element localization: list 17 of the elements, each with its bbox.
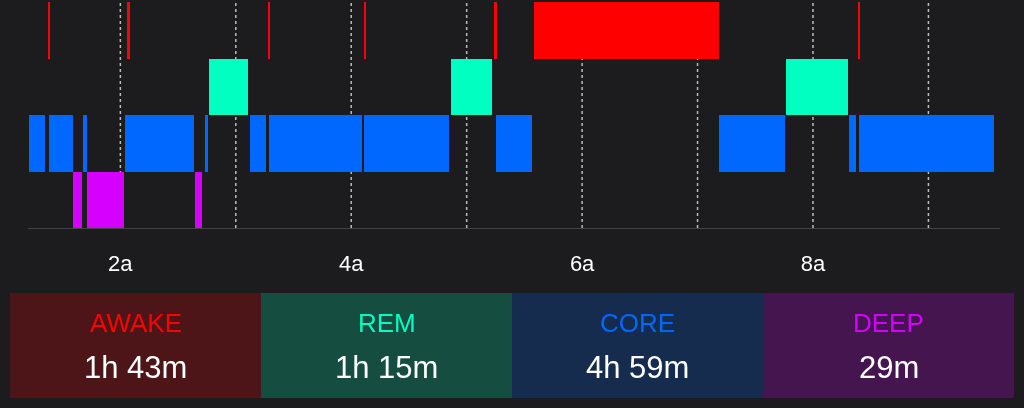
x-tick-label: 8a	[800, 251, 826, 277]
text: 29m	[859, 350, 920, 385]
text: CORE	[600, 308, 676, 338]
text: 1h 15m	[335, 350, 439, 385]
bar	[859, 115, 994, 172]
bar	[849, 115, 856, 172]
text: 4h 59m	[586, 350, 690, 385]
x-tick-label: 4a	[338, 251, 365, 277]
text: REM	[358, 308, 416, 338]
x-tick-label: 6a	[569, 251, 596, 277]
bar	[364, 115, 449, 172]
text: AWAKE	[90, 308, 182, 338]
x-tick-label: 2a	[108, 251, 134, 277]
text: DEEP	[853, 308, 924, 338]
bar	[496, 115, 532, 172]
text: 1h 43m	[84, 350, 188, 385]
bar	[719, 115, 785, 172]
